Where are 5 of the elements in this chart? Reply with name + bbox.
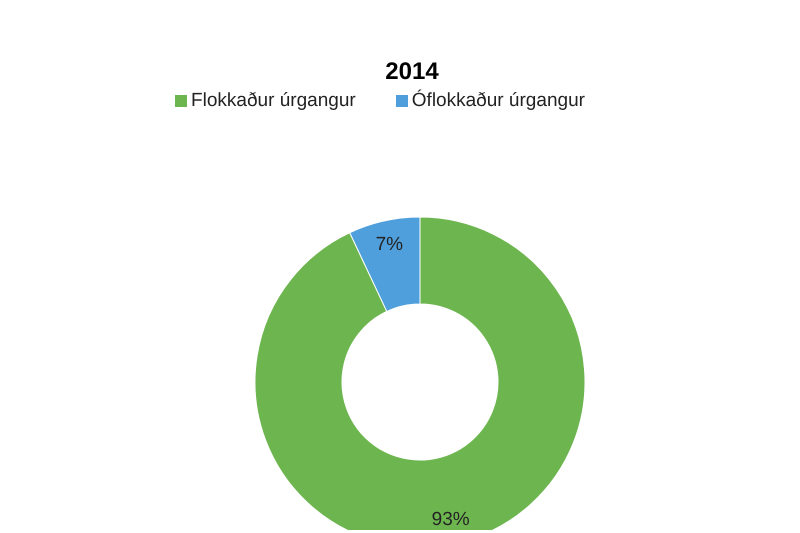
legend-label: Óflokkaður úrgangur: [412, 90, 585, 111]
data-label: 7%: [376, 234, 404, 256]
chart-title: 2014: [384, 57, 440, 87]
legend-label: Flokkaður úrgangur: [191, 90, 356, 111]
data-label: 93%: [432, 508, 470, 530]
